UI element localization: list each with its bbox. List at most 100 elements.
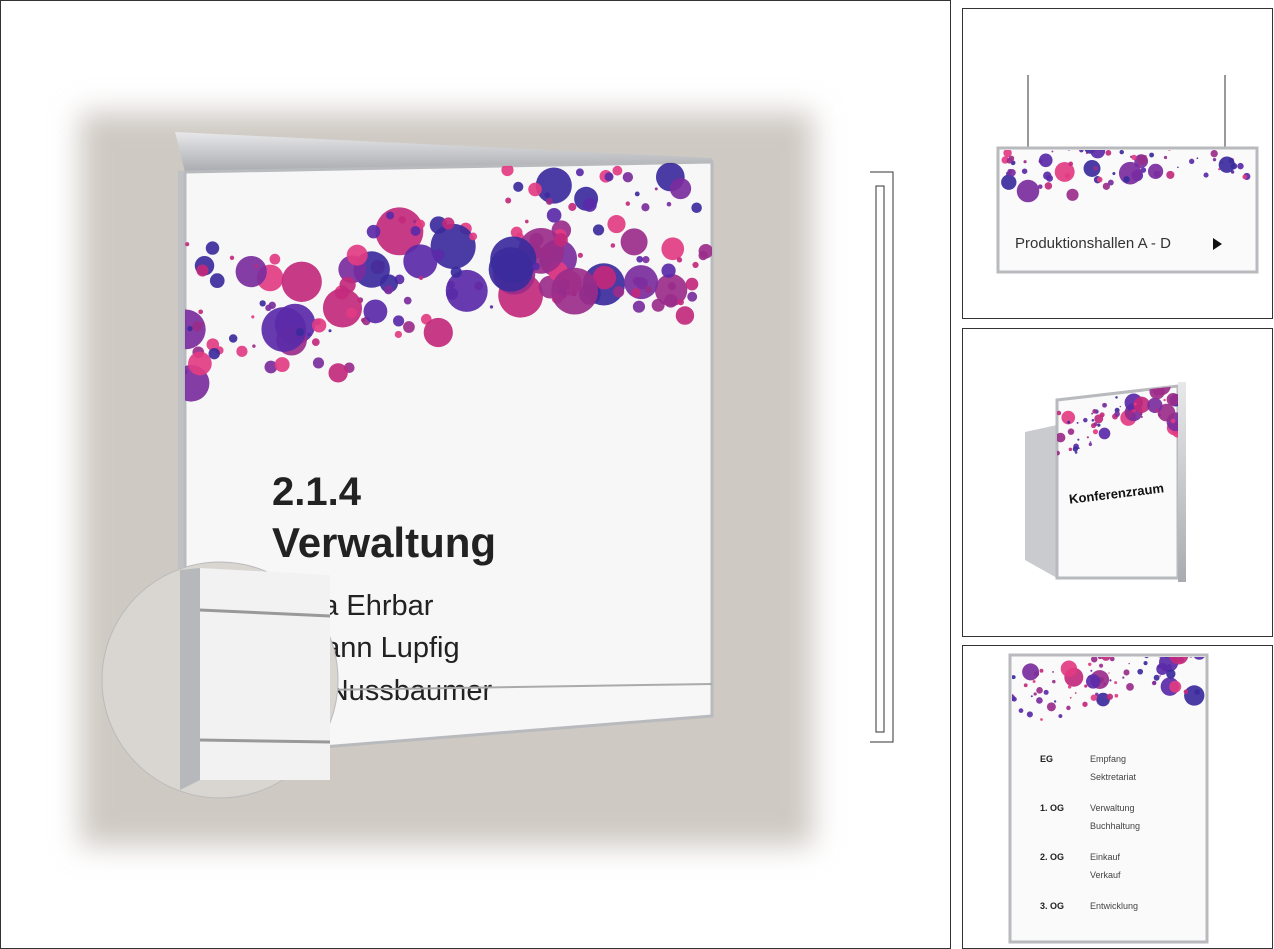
bubble xyxy=(691,202,702,214)
bubble xyxy=(1009,169,1011,172)
bubble xyxy=(1074,451,1078,454)
directory-entry: Buchhaltung xyxy=(1090,821,1140,831)
bubble xyxy=(1166,170,1175,179)
bubble xyxy=(545,197,553,205)
bubble xyxy=(312,318,327,333)
bubble xyxy=(1149,375,1152,378)
magnified-frame xyxy=(180,568,200,790)
bubble xyxy=(1012,696,1017,702)
bubble xyxy=(1043,689,1049,695)
bubble xyxy=(610,243,616,248)
bubble xyxy=(1164,643,1170,649)
bubble xyxy=(489,305,494,309)
bubble xyxy=(469,232,478,241)
bubble xyxy=(532,262,540,271)
bubble xyxy=(1003,150,1012,158)
bubble xyxy=(383,285,394,295)
bubble xyxy=(620,228,648,256)
bubble xyxy=(1218,156,1236,173)
bubble xyxy=(1079,150,1084,153)
bubble xyxy=(1140,415,1143,418)
bubble xyxy=(1158,657,1162,658)
bubble xyxy=(1184,685,1205,706)
bubble xyxy=(1124,410,1133,419)
bubble xyxy=(1083,417,1088,423)
bubble xyxy=(1210,150,1218,158)
bubble xyxy=(1107,179,1114,186)
bubble xyxy=(1164,657,1169,658)
bubble xyxy=(1001,174,1017,190)
bubble xyxy=(1166,393,1178,406)
bubble xyxy=(432,249,445,262)
bubble xyxy=(1037,184,1043,189)
bubble xyxy=(1157,403,1176,422)
bubble xyxy=(1242,174,1248,180)
bubble xyxy=(1102,402,1107,408)
bubble xyxy=(1040,718,1043,721)
bubble xyxy=(1168,150,1171,151)
bubble xyxy=(1084,684,1088,688)
bubble xyxy=(328,363,348,383)
bubble xyxy=(582,197,597,212)
bubble xyxy=(1089,441,1092,443)
bubble xyxy=(1093,422,1098,427)
bubble xyxy=(1046,702,1056,712)
bubble xyxy=(1022,663,1040,681)
bubble xyxy=(1140,167,1147,173)
bubble xyxy=(1140,141,1144,145)
bubble xyxy=(208,347,220,360)
directory-list: EG Empfang Sektretariat 1. OG Verwaltung Buch… xyxy=(1040,754,1140,911)
bubble xyxy=(185,242,190,247)
bubble xyxy=(577,252,583,258)
bubble xyxy=(415,219,426,229)
bubble xyxy=(501,164,514,177)
floor-label: 3. OG xyxy=(1040,901,1064,911)
bubble xyxy=(1054,161,1075,182)
bubble xyxy=(1086,674,1101,689)
bubble xyxy=(1067,428,1075,435)
bubble xyxy=(235,255,267,288)
bubble xyxy=(1114,693,1119,698)
bubble-decoration xyxy=(1012,639,1205,721)
bubble xyxy=(1163,155,1168,160)
bubble xyxy=(185,309,206,350)
bubble xyxy=(1016,179,1040,203)
bubble xyxy=(386,211,395,220)
bubble xyxy=(281,261,322,302)
bubble xyxy=(1126,683,1134,691)
bubble xyxy=(1170,418,1176,424)
bubble xyxy=(1159,127,1162,130)
bubble xyxy=(403,244,438,279)
bubble xyxy=(1053,700,1057,703)
bubble xyxy=(1241,138,1248,145)
bubble xyxy=(1057,432,1066,443)
bubble xyxy=(1128,662,1130,665)
sign-text: Produktionshallen A - D xyxy=(1015,235,1171,252)
bubble xyxy=(393,315,405,327)
bubble xyxy=(1021,168,1028,174)
bubble xyxy=(1139,412,1143,416)
bubble xyxy=(1088,442,1092,447)
bubble xyxy=(1067,150,1071,151)
bubble xyxy=(625,201,631,206)
bubble xyxy=(252,344,256,348)
bubble xyxy=(1058,714,1063,719)
bubble xyxy=(1030,695,1033,698)
bubble xyxy=(1149,386,1165,400)
bubble xyxy=(528,182,542,197)
bubble xyxy=(1069,696,1072,699)
bubble xyxy=(1123,176,1130,183)
directory-entry: Empfang xyxy=(1090,754,1126,764)
bubble xyxy=(1123,383,1126,386)
magnified-rail xyxy=(199,738,331,744)
bubble xyxy=(634,191,640,197)
bubble xyxy=(667,282,677,291)
bubble xyxy=(264,360,278,374)
bubble xyxy=(1051,150,1054,153)
bubble xyxy=(1183,689,1189,695)
bubble xyxy=(1123,669,1130,676)
bubble xyxy=(1144,657,1149,659)
bubble xyxy=(1153,639,1158,644)
bubble xyxy=(403,296,412,305)
bubble xyxy=(312,357,325,369)
